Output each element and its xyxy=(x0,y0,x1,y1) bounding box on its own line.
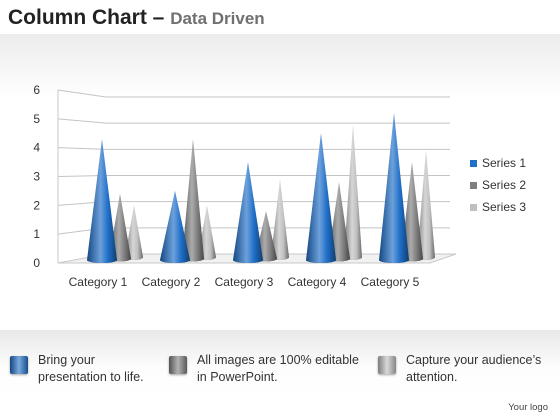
title-main: Column Chart xyxy=(8,6,147,29)
x-tick-label: Category 5 xyxy=(361,275,420,289)
cone-series-1-cat-5 xyxy=(379,112,409,263)
legend-swatch xyxy=(470,160,477,167)
axis-labels: 0 1 2 3 4 5 6 Category 1 Category 2 Category 3 Cat… xyxy=(33,83,419,289)
gridlines xyxy=(57,89,450,235)
feature-1-swatch-icon xyxy=(10,356,28,374)
y-tick-label: 4 xyxy=(33,141,40,155)
feature-3-line2: attention. xyxy=(406,370,458,384)
gridline xyxy=(57,118,450,124)
legend-label: Series 3 xyxy=(482,200,526,214)
chart-area xyxy=(0,34,560,322)
cone-series-1-cat-1 xyxy=(87,138,117,263)
feature-1-line2: presentation to life. xyxy=(38,370,144,384)
gridline xyxy=(57,147,450,150)
cone-series-1-cat-4 xyxy=(306,133,336,263)
feature-3-line1: Capture your audience’s xyxy=(406,353,542,367)
feature-2-swatch-icon xyxy=(169,356,187,374)
x-tick-label: Category 4 xyxy=(288,275,347,289)
cone-series-1-cat-3 xyxy=(233,161,263,263)
feature-1-text: Bring your presentation to life. xyxy=(38,352,144,386)
gridline xyxy=(57,89,450,98)
feature-2-line1: All images are 100% editable xyxy=(197,353,359,367)
y-tick-label: 5 xyxy=(33,112,40,126)
cone-series-1-cat-2 xyxy=(160,190,190,263)
feature-1-line1: Bring your xyxy=(38,353,95,367)
y-tick-label: 0 xyxy=(33,256,40,270)
legend: Series 1 Series 2 Series 3 xyxy=(470,156,526,214)
y-tick-label: 1 xyxy=(33,227,40,241)
column-chart: 0 1 2 3 4 5 6 Category 1 Category 2 Category 3 Cat… xyxy=(33,83,526,289)
x-tick-label: Category 3 xyxy=(215,275,274,289)
legend-label: Series 2 xyxy=(482,178,526,192)
x-tick-label: Category 1 xyxy=(69,275,128,289)
title-dash: – xyxy=(152,6,165,29)
legend-label: Series 1 xyxy=(482,156,526,170)
y-tick-label: 2 xyxy=(33,198,40,212)
feature-3-text: Capture your audience’s attention. xyxy=(406,352,541,386)
footer-logo: Your logo xyxy=(508,402,548,413)
feature-2-text: All images are 100% editable in PowerPoi… xyxy=(197,352,359,386)
y-tick-label: 3 xyxy=(33,170,40,184)
y-tick-label: 6 xyxy=(33,83,40,97)
x-tick-label: Category 2 xyxy=(142,275,201,289)
title-sub: Data Driven xyxy=(170,9,265,28)
footer-band xyxy=(0,330,560,400)
feature-2-line2: in PowerPoint. xyxy=(197,370,278,384)
data-cones xyxy=(87,112,435,263)
legend-swatch xyxy=(470,204,477,211)
slide-title: Column Chart – Data Driven xyxy=(8,6,265,30)
feature-3-swatch-icon xyxy=(378,356,396,374)
legend-swatch xyxy=(470,182,477,189)
